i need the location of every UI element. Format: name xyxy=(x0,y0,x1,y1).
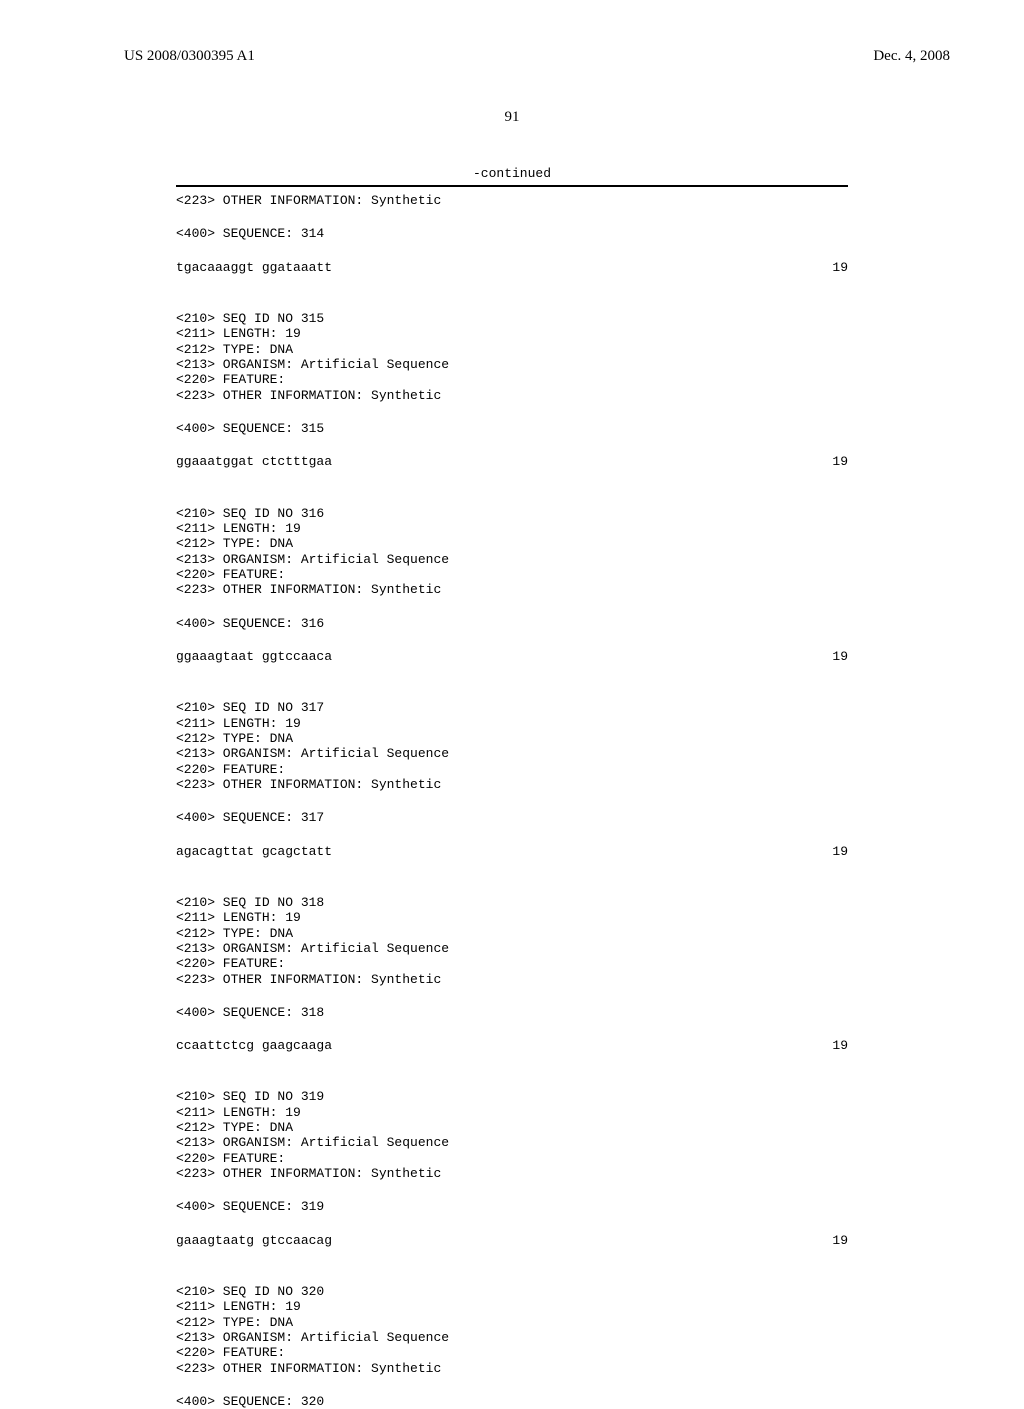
sequence-info-line: <223> OTHER INFORMATION: Synthetic xyxy=(176,1361,848,1376)
sequence-info-line: <211> LENGTH: 19 xyxy=(176,521,848,536)
sequence-text: ggaaatggat ctctttgaa xyxy=(176,454,332,469)
sequence-listing: <223> OTHER INFORMATION: Synthetic <400> … xyxy=(0,193,1024,1409)
sequence-info-line: <210> SEQ ID NO 318 xyxy=(176,895,848,910)
sequence-info-line: <213> ORGANISM: Artificial Sequence xyxy=(176,941,848,956)
sequence-row: agacagttat gcagctatt 19 xyxy=(176,844,848,859)
sequence-info-line: <211> LENGTH: 19 xyxy=(176,716,848,731)
sequence-info-line: <210> SEQ ID NO 315 xyxy=(176,311,848,326)
sequence-length: 19 xyxy=(832,454,848,469)
sequence-info-line: <212> TYPE: DNA xyxy=(176,536,848,551)
sequence-400-label: <400> SEQUENCE: 314 xyxy=(176,226,848,241)
sequence-info-line: <211> LENGTH: 19 xyxy=(176,326,848,341)
sequence-text: ggaaagtaat ggtccaaca xyxy=(176,649,332,664)
sequence-info-block: <210> SEQ ID NO 316<211> LENGTH: 19<212>… xyxy=(176,506,848,598)
page-number: 91 xyxy=(0,109,1024,126)
sequence-info-line: <210> SEQ ID NO 319 xyxy=(176,1089,848,1104)
sequence-info-line: <210> SEQ ID NO 320 xyxy=(176,1284,848,1299)
sequence-length: 19 xyxy=(832,844,848,859)
sequence-info-line: <213> ORGANISM: Artificial Sequence xyxy=(176,1135,848,1150)
sequence-400-label: <400> SEQUENCE: 317 xyxy=(176,810,848,825)
sequence-info-block: <210> SEQ ID NO 318<211> LENGTH: 19<212>… xyxy=(176,895,848,987)
sequence-info-line: <223> OTHER INFORMATION: Synthetic xyxy=(176,777,848,792)
sequence-entry: <210> SEQ ID NO 318<211> LENGTH: 19<212>… xyxy=(176,877,848,1054)
sequence-info-block: <223> OTHER INFORMATION: Synthetic xyxy=(176,193,848,208)
sequence-text: agacagttat gcagctatt xyxy=(176,844,332,859)
sequence-text: tgacaaaggt ggataaatt xyxy=(176,260,332,275)
sequence-info-line: <223> OTHER INFORMATION: Synthetic xyxy=(176,972,848,987)
sequence-length: 19 xyxy=(832,1038,848,1053)
sequence-length: 19 xyxy=(832,260,848,275)
sequence-info-line: <220> FEATURE: xyxy=(176,762,848,777)
sequence-400-label: <400> SEQUENCE: 318 xyxy=(176,1005,848,1020)
sequence-info-line: <213> ORGANISM: Artificial Sequence xyxy=(176,1330,848,1345)
sequence-info-line: <213> ORGANISM: Artificial Sequence xyxy=(176,746,848,761)
top-rule xyxy=(176,185,848,187)
sequence-info-line: <223> OTHER INFORMATION: Synthetic xyxy=(176,1166,848,1181)
sequence-info-line: <210> SEQ ID NO 317 xyxy=(176,700,848,715)
sequence-info-line: <220> FEATURE: xyxy=(176,567,848,582)
sequence-text: gaaagtaatg gtccaacag xyxy=(176,1233,332,1248)
continued-label: -continued xyxy=(0,166,1024,181)
sequence-info-line: <223> OTHER INFORMATION: Synthetic xyxy=(176,388,848,403)
sequence-entry: <210> SEQ ID NO 317<211> LENGTH: 19<212>… xyxy=(176,682,848,859)
sequence-info-line: <213> ORGANISM: Artificial Sequence xyxy=(176,552,848,567)
sequence-info-block: <210> SEQ ID NO 317<211> LENGTH: 19<212>… xyxy=(176,700,848,792)
sequence-info-line: <210> SEQ ID NO 316 xyxy=(176,506,848,521)
sequence-text: ccaattctcg gaagcaaga xyxy=(176,1038,332,1053)
sequence-info-block: <210> SEQ ID NO 315<211> LENGTH: 19<212>… xyxy=(176,311,848,403)
sequence-info-line: <212> TYPE: DNA xyxy=(176,342,848,357)
sequence-info-line: <212> TYPE: DNA xyxy=(176,1315,848,1330)
sequence-info-line: <212> TYPE: DNA xyxy=(176,1120,848,1135)
sequence-info-block: <210> SEQ ID NO 319<211> LENGTH: 19<212>… xyxy=(176,1089,848,1181)
publication-number: US 2008/0300395 A1 xyxy=(124,48,255,65)
sequence-info-line: <220> FEATURE: xyxy=(176,1345,848,1360)
sequence-row: ggaaagtaat ggtccaaca 19 xyxy=(176,649,848,664)
sequence-info-line: <213> ORGANISM: Artificial Sequence xyxy=(176,357,848,372)
sequence-entry: <210> SEQ ID NO 320<211> LENGTH: 19<212>… xyxy=(176,1266,848,1409)
sequence-row: tgacaaaggt ggataaatt 19 xyxy=(176,260,848,275)
sequence-row: ggaaatggat ctctttgaa 19 xyxy=(176,454,848,469)
sequence-info-line: <220> FEATURE: xyxy=(176,956,848,971)
sequence-length: 19 xyxy=(832,649,848,664)
sequence-length: 19 xyxy=(832,1233,848,1248)
sequence-info-block: <210> SEQ ID NO 320<211> LENGTH: 19<212>… xyxy=(176,1284,848,1376)
publication-date: Dec. 4, 2008 xyxy=(873,48,950,65)
sequence-info-line: <211> LENGTH: 19 xyxy=(176,910,848,925)
sequence-info-line: <223> OTHER INFORMATION: Synthetic xyxy=(176,193,848,208)
sequence-info-line: <212> TYPE: DNA xyxy=(176,926,848,941)
sequence-info-line: <220> FEATURE: xyxy=(176,372,848,387)
sequence-entry: <210> SEQ ID NO 316<211> LENGTH: 19<212>… xyxy=(176,488,848,665)
sequence-info-line: <211> LENGTH: 19 xyxy=(176,1105,848,1120)
sequence-info-line: <212> TYPE: DNA xyxy=(176,731,848,746)
sequence-entry: <223> OTHER INFORMATION: Synthetic <400> … xyxy=(176,193,848,275)
sequence-info-line: <223> OTHER INFORMATION: Synthetic xyxy=(176,582,848,597)
sequence-400-label: <400> SEQUENCE: 319 xyxy=(176,1199,848,1214)
sequence-400-label: <400> SEQUENCE: 315 xyxy=(176,421,848,436)
sequence-row: gaaagtaatg gtccaacag 19 xyxy=(176,1233,848,1248)
sequence-400-label: <400> SEQUENCE: 316 xyxy=(176,616,848,631)
sequence-entry: <210> SEQ ID NO 315<211> LENGTH: 19<212>… xyxy=(176,293,848,470)
sequence-400-label: <400> SEQUENCE: 320 xyxy=(176,1394,848,1409)
sequence-info-line: <211> LENGTH: 19 xyxy=(176,1299,848,1314)
sequence-entry: <210> SEQ ID NO 319<211> LENGTH: 19<212>… xyxy=(176,1071,848,1248)
page-header: US 2008/0300395 A1 Dec. 4, 2008 xyxy=(0,0,1024,65)
sequence-info-line: <220> FEATURE: xyxy=(176,1151,848,1166)
sequence-row: ccaattctcg gaagcaaga 19 xyxy=(176,1038,848,1053)
